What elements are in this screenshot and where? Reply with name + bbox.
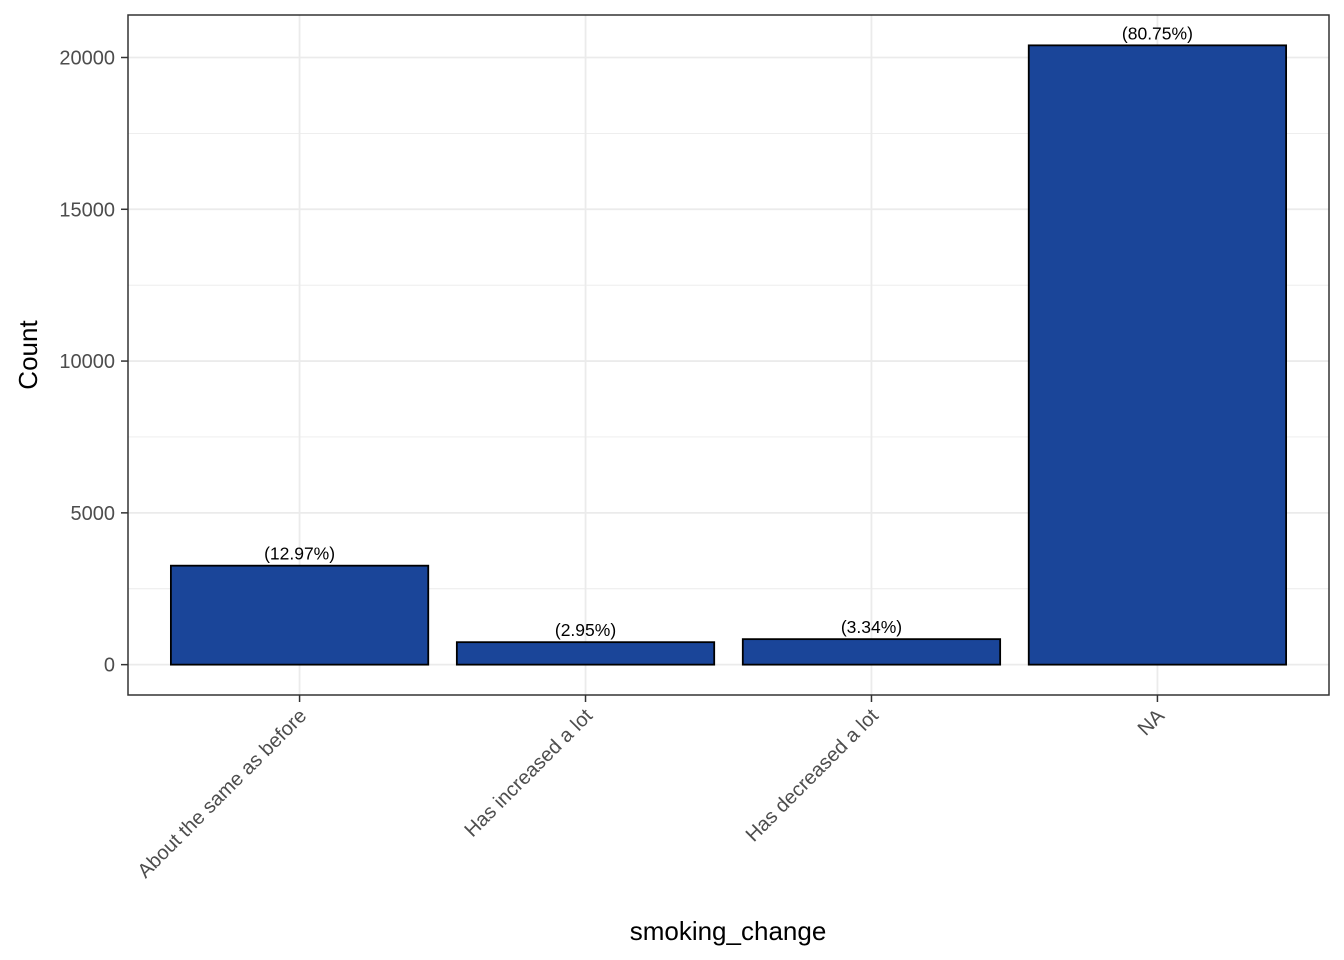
bar [169,564,430,666]
x-tick-label: Has increased a lot [460,705,597,842]
bar [455,641,716,666]
x-tick-label: Has decreased a lot [742,705,884,847]
bar-data-label: (12.97%) [264,544,335,564]
bar [741,638,1002,666]
y-tick-label: 15000 [59,199,115,221]
bar [1027,44,1288,666]
bar-data-label: (80.75%) [1122,23,1193,43]
y-tick-label: 0 [104,655,115,677]
x-axis-title: smoking_change [630,916,827,946]
y-tick-label: 5000 [71,503,116,525]
y-axis-title: Count [13,320,43,390]
y-tick-label: 20000 [59,48,115,70]
x-tick-label: About the same as before [134,705,312,883]
panel-border [127,14,1330,696]
y-tick-label: 10000 [59,351,115,373]
x-tick-label: NA [1134,705,1170,741]
bar-data-label: (2.95%) [555,620,616,640]
bar-data-label: (3.34%) [841,617,902,637]
